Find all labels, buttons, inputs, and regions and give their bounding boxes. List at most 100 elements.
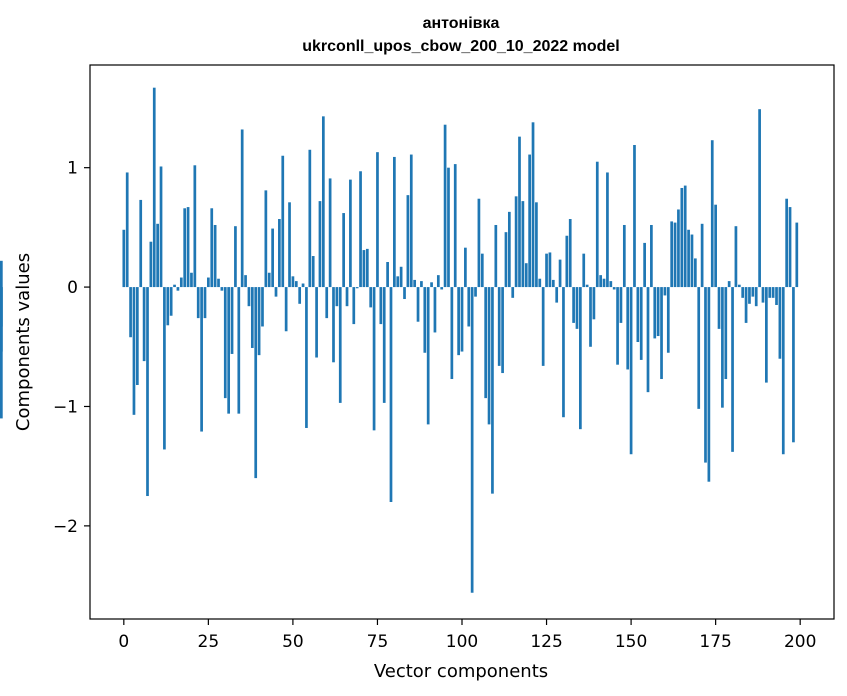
bar-180 xyxy=(731,287,734,452)
bar-20 xyxy=(190,272,193,288)
bar-12 xyxy=(163,287,166,450)
bar-174 xyxy=(710,140,714,288)
bar-112 xyxy=(501,287,504,374)
bar-27 xyxy=(213,224,217,288)
x-axis-label: Vector components xyxy=(374,661,548,682)
bar-74 xyxy=(372,287,376,431)
bar-undefined xyxy=(0,260,3,288)
bar-46 xyxy=(278,219,281,288)
chart-title: антонівка xyxy=(423,15,500,32)
bar-158 xyxy=(656,287,660,337)
y-tick-label--1: −1 xyxy=(53,397,78,417)
bar-80 xyxy=(393,156,396,288)
y-axis-label: Components values xyxy=(13,253,34,431)
bar-26 xyxy=(210,208,214,288)
bar-87 xyxy=(416,287,420,322)
bar-130 xyxy=(562,287,565,418)
bar-177 xyxy=(721,287,724,408)
bar-199 xyxy=(795,222,799,288)
bar-102 xyxy=(467,287,471,327)
bar-159 xyxy=(660,287,663,380)
bar-164 xyxy=(677,209,680,288)
bar-173 xyxy=(707,287,711,482)
y-tick-label-1: 1 xyxy=(67,159,78,179)
bar-129 xyxy=(558,259,562,288)
bar-187 xyxy=(754,287,758,307)
bar-122 xyxy=(535,202,538,288)
bar-133 xyxy=(572,287,575,323)
bar-45 xyxy=(274,287,278,297)
bar-68 xyxy=(352,287,356,325)
bar-10 xyxy=(156,223,159,288)
bar-169 xyxy=(693,258,697,288)
x-tick-label-125: 125 xyxy=(530,632,562,652)
bar-75 xyxy=(376,152,379,288)
bar-120 xyxy=(528,154,531,288)
bar-185 xyxy=(748,287,751,304)
bar-series xyxy=(0,87,799,593)
bar-63 xyxy=(335,287,339,307)
bar-106 xyxy=(480,253,484,288)
bar-60 xyxy=(325,287,329,319)
bar-168 xyxy=(690,234,694,288)
bar-35 xyxy=(240,129,244,288)
y-tick-label--2: −2 xyxy=(53,517,78,537)
bar-81 xyxy=(396,276,400,288)
bar-113 xyxy=(504,232,508,288)
bar-42 xyxy=(264,190,268,288)
bar-79 xyxy=(389,287,393,502)
bar-83 xyxy=(403,287,406,300)
bar-121 xyxy=(531,122,535,288)
bar-89 xyxy=(423,287,427,353)
bar-64 xyxy=(338,287,342,403)
bar-94 xyxy=(440,287,444,290)
bar-39 xyxy=(254,287,258,479)
bar-170 xyxy=(697,287,701,409)
bar-22 xyxy=(196,287,200,319)
y-axis-ticks: −2 −1 0 1 xyxy=(53,159,90,537)
bar-149 xyxy=(626,287,630,370)
bar-47 xyxy=(281,155,285,288)
bar-90 xyxy=(426,287,430,425)
bar-162 xyxy=(670,221,674,288)
bar-114 xyxy=(507,211,511,288)
bar-21 xyxy=(193,165,197,288)
bar-196 xyxy=(785,198,789,288)
bar-59 xyxy=(321,116,325,288)
bar-155 xyxy=(646,287,650,393)
bar-115 xyxy=(511,287,515,298)
bar-57 xyxy=(315,287,318,358)
bar-175 xyxy=(714,204,717,288)
bar-96 xyxy=(447,167,450,288)
bar-167 xyxy=(687,229,690,288)
x-axis-ticks: 0 25 50 75 100 125 150 175 200 xyxy=(118,619,816,652)
bar-24 xyxy=(203,287,207,319)
bar-40 xyxy=(257,287,261,356)
bar-37 xyxy=(247,287,251,307)
bar-143 xyxy=(606,172,609,288)
bar-146 xyxy=(616,287,619,365)
bar-29 xyxy=(220,287,224,291)
bar-103 xyxy=(470,287,474,593)
bar-undefined xyxy=(0,287,3,419)
bar-116 xyxy=(514,196,518,288)
bar-8 xyxy=(149,241,153,288)
bar-67 xyxy=(349,179,352,288)
bar-190 xyxy=(765,287,768,383)
bar-118 xyxy=(521,201,525,288)
bar-97 xyxy=(450,287,454,380)
bar-101 xyxy=(464,247,467,288)
bar-161 xyxy=(666,287,670,353)
bar-152 xyxy=(636,287,640,342)
bar-84 xyxy=(406,195,410,288)
bar-137 xyxy=(585,284,589,288)
chart-subtitle: ukrconll_upos_cbow_200_10_2022 model xyxy=(302,38,619,55)
bar-193 xyxy=(775,287,778,305)
bar-3 xyxy=(132,287,136,415)
bar-197 xyxy=(788,207,792,288)
bar-195 xyxy=(781,287,785,455)
bar-154 xyxy=(643,242,646,288)
bar-93 xyxy=(436,275,440,288)
bar-56 xyxy=(311,256,315,288)
bar-82 xyxy=(399,266,403,288)
